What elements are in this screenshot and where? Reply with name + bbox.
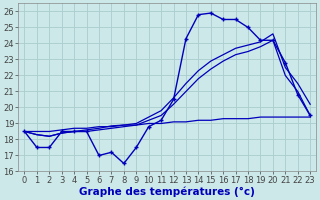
X-axis label: Graphe des températures (°c): Graphe des températures (°c) xyxy=(79,186,255,197)
